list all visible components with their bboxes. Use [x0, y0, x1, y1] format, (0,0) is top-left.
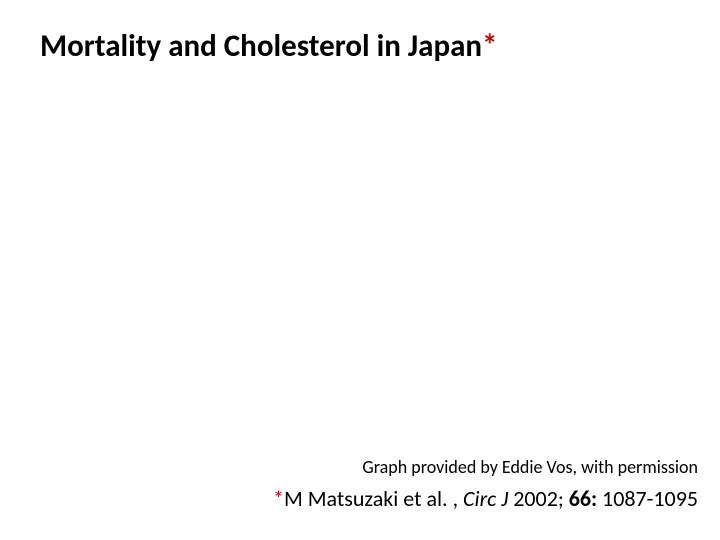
citation-authors: M Matsuzaki et al. ,	[284, 485, 463, 512]
graph-credit: Graph provided by Eddie Vos, with permis…	[362, 456, 698, 478]
citation-year: 2002;	[508, 485, 568, 512]
slide-container: Mortality and Cholesterol in Japan* Grap…	[0, 0, 720, 540]
citation-volume: 66:	[569, 485, 597, 512]
citation-asterisk: *	[273, 485, 284, 512]
citation-line: *M Matsuzaki et al. , Circ J 2002; 66: 1…	[273, 485, 698, 512]
citation-pages: 1087-1095	[597, 485, 698, 512]
title-text: Mortality and Cholesterol in Japan	[40, 27, 482, 65]
title-asterisk: *	[482, 27, 497, 65]
citation-journal: Circ J	[463, 485, 508, 512]
slide-title: Mortality and Cholesterol in Japan*	[40, 28, 680, 65]
